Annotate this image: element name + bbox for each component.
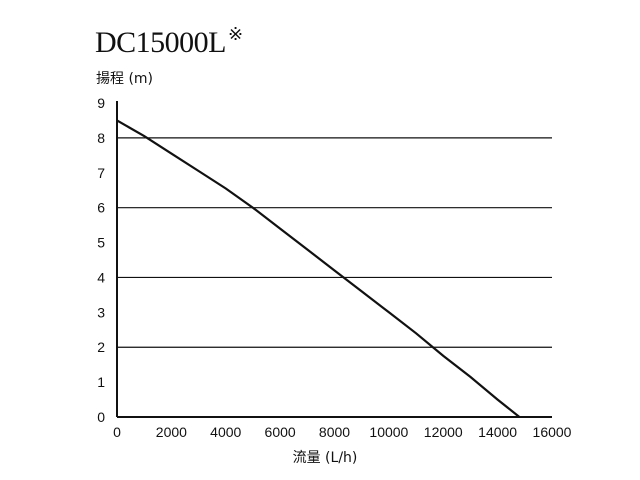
y-tick-label: 7 (97, 165, 105, 181)
y-tick-label: 8 (97, 130, 105, 146)
y-tick-label: 2 (97, 339, 105, 355)
y-tick-label: 5 (97, 235, 105, 251)
chart-title-text: DC15000L (95, 26, 227, 59)
y-tick-label: 3 (97, 304, 105, 320)
y-tick-label: 4 (97, 269, 105, 285)
y-tick-labels: 0 1 2 3 4 5 6 7 8 9 (97, 95, 105, 425)
chart-title: DC15000L ※ (95, 24, 243, 60)
y-tick-label: 0 (97, 409, 105, 425)
y-tick-label: 1 (97, 374, 105, 390)
series-line (116, 119, 521, 418)
x-tick-label: 8000 (319, 424, 350, 440)
y-tick-label: 9 (97, 95, 105, 111)
x-tick-label: 0 (113, 424, 121, 440)
y-axis-label: 揚程 (m) (96, 70, 153, 87)
x-tick-label: 6000 (265, 424, 296, 440)
x-tick-label: 2000 (156, 424, 187, 440)
x-tick-labels: 0 2000 4000 6000 8000 10000 12000 14000 16000 (113, 424, 572, 440)
x-tick-label: 10000 (369, 424, 408, 440)
x-axis-label: 流量 (L/h) (293, 450, 358, 466)
x-tick-label: 14000 (478, 424, 517, 440)
y-tick-label: 6 (97, 200, 105, 216)
chart-title-mark: ※ (228, 24, 243, 44)
x-tick-label: 12000 (424, 424, 463, 440)
x-tick-label: 4000 (210, 424, 241, 440)
gridlines (117, 137, 552, 348)
x-tick-label: 16000 (533, 424, 572, 440)
